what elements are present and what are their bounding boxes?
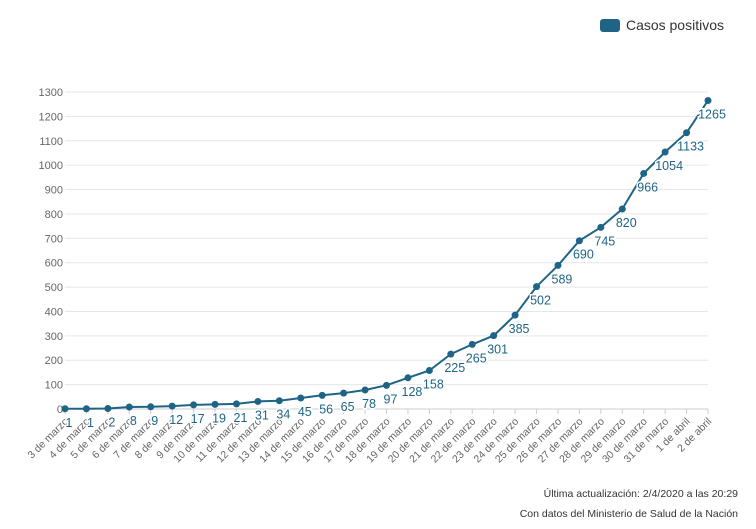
data-point [661, 148, 669, 156]
data-point [468, 340, 476, 348]
y-tick-label: 1100 [39, 136, 63, 148]
y-tick-label: 900 [45, 185, 63, 197]
source-note: Con datos del Ministerio de Salud de la … [519, 508, 738, 520]
data-label: 128 [402, 385, 423, 399]
data-label: 1 [87, 416, 94, 430]
data-label: 9 [151, 414, 158, 428]
data-point [361, 386, 369, 394]
data-point [640, 169, 648, 177]
data-label: 17 [191, 412, 205, 426]
data-label: 65 [341, 400, 355, 414]
data-label: 34 [276, 408, 290, 422]
data-point [254, 397, 262, 405]
legend-label: Casos positivos [625, 17, 724, 33]
data-point [275, 397, 283, 405]
y-tick-label: 1200 [39, 111, 63, 123]
data-point [168, 402, 176, 410]
data-label: 2 [108, 416, 115, 430]
data-label: 301 [487, 343, 508, 357]
y-tick-label: 500 [45, 282, 63, 294]
data-point [211, 400, 219, 408]
data-label: 12 [169, 413, 183, 427]
data-label: 820 [616, 216, 637, 230]
data-label: 745 [594, 234, 615, 248]
data-label: 56 [319, 402, 333, 416]
data-label: 19 [212, 411, 226, 425]
data-label: 78 [362, 397, 376, 411]
data-label: 589 [552, 272, 573, 286]
data-label: 31 [255, 408, 269, 422]
legend-swatch [599, 18, 620, 32]
data-point [383, 381, 390, 389]
data-point [597, 223, 605, 231]
data-point [404, 374, 412, 382]
data-point [511, 311, 519, 319]
data-label: 265 [466, 351, 487, 365]
data-label: 1054 [655, 159, 683, 173]
data-point [232, 400, 240, 408]
y-tick-label: 0 [57, 404, 63, 416]
data-label: 966 [637, 180, 658, 194]
data-label: 690 [573, 248, 594, 262]
data-label: 21 [234, 411, 248, 425]
data-point [447, 350, 455, 358]
y-tick-label: 800 [45, 209, 63, 221]
data-point [190, 401, 198, 409]
y-tick-label: 300 [45, 331, 63, 343]
data-label: 158 [423, 377, 444, 391]
data-point [618, 205, 626, 213]
data-point [554, 261, 562, 269]
data-point [683, 129, 691, 137]
y-tick-label: 600 [45, 258, 63, 270]
data-label: 385 [509, 322, 530, 336]
data-label: 97 [384, 392, 398, 406]
data-point [147, 403, 155, 411]
data-point [575, 237, 583, 245]
chart-legend[interactable]: Casos positivos [599, 17, 724, 33]
y-tick-label: 200 [45, 355, 63, 367]
data-point [61, 405, 69, 413]
y-tick-label: 100 [45, 380, 63, 392]
data-point [104, 405, 112, 413]
y-tick-label: 1300 [39, 87, 63, 99]
data-point [533, 283, 541, 291]
data-label: 225 [444, 361, 465, 375]
data-point [340, 389, 348, 397]
data-point [125, 403, 133, 411]
data-label: 45 [298, 405, 312, 419]
data-label: 502 [530, 294, 551, 308]
y-tick-label: 1000 [39, 160, 63, 172]
data-point [490, 332, 498, 340]
data-point [425, 366, 433, 374]
data-point [82, 405, 90, 413]
data-label: 1265 [698, 108, 726, 122]
data-label: 1133 [677, 140, 704, 154]
series-line [65, 99, 709, 410]
data-point [318, 391, 326, 399]
y-tick-label: 400 [45, 306, 63, 318]
y-tick-label: 700 [45, 233, 63, 245]
data-label: 1 [66, 416, 73, 430]
last-updated-note: Última actualización: 2/4/2020 a las 20:… [543, 488, 738, 500]
data-point [704, 97, 712, 105]
data-label: 8 [130, 414, 137, 428]
data-point [297, 394, 305, 402]
